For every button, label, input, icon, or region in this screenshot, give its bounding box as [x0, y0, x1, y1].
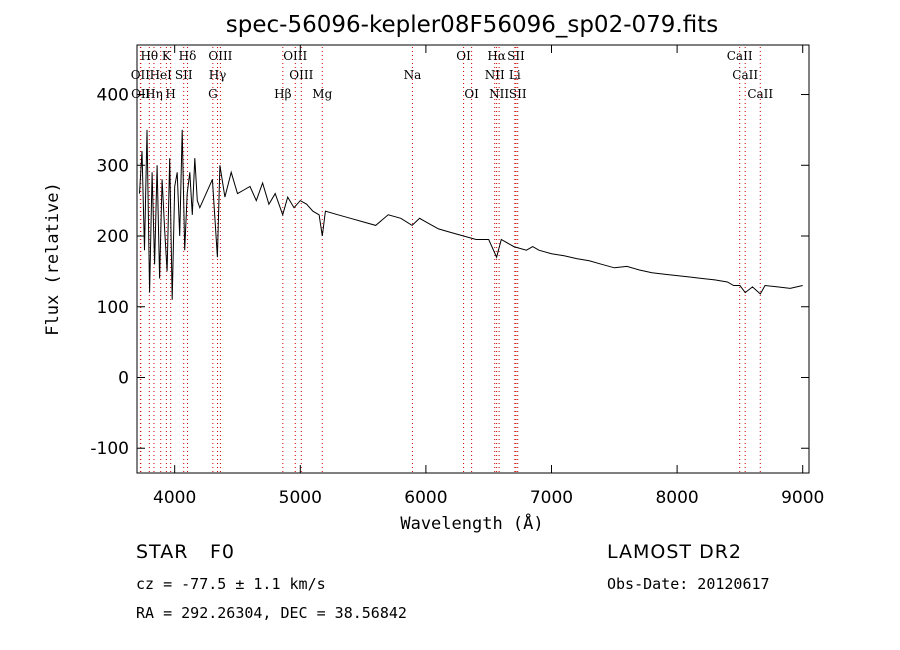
line-marker-label: Li — [509, 68, 521, 82]
line-marker-label: SII — [509, 87, 527, 101]
line-marker-label: OI — [464, 87, 479, 101]
spectrum-chart: spec-56096-kepler08F56096_sp02-079.fits … — [43, 12, 824, 534]
line-marker-label: CaII — [727, 49, 753, 63]
y-tick-label: 300 — [97, 156, 129, 176]
y-axis-ticks: -100 0 100 200 300 400 — [90, 86, 809, 459]
line-marker-label: NII — [489, 87, 509, 101]
survey-name: LAMOST DR2 — [607, 541, 742, 563]
y-axis-label: Flux (relative) — [43, 182, 63, 336]
line-marker-label: OI — [456, 49, 471, 63]
line-marker-label: K — [162, 49, 172, 63]
x-tick-label: 7000 — [530, 488, 573, 508]
line-marker-label: SII — [175, 68, 193, 82]
line-marker-label: OII — [131, 68, 151, 82]
x-axis-label: Wavelength (Å) — [400, 512, 543, 534]
line-marker-label: H — [165, 87, 175, 101]
line-marker-label: OIII — [289, 68, 313, 82]
line-marker-label: Hθ — [140, 49, 158, 63]
line-marker-label: Mg — [312, 87, 332, 101]
spectrum-line — [139, 129, 803, 300]
y-tick-label: -100 — [90, 439, 129, 459]
object-subclass: F0 — [210, 541, 236, 563]
plot-frame — [136, 44, 810, 474]
y-tick-label: 100 — [97, 298, 129, 318]
redshift-readout: cz = -77.5 ± 1.1 km/s — [136, 575, 326, 593]
line-marker-label: G — [208, 87, 218, 101]
line-marker-label: NII — [485, 68, 505, 82]
line-marker-label: OII — [131, 87, 151, 101]
line-marker-label: Hγ — [209, 68, 227, 82]
line-marker-label: OIII — [208, 49, 232, 63]
line-marker-label: HeI — [150, 68, 173, 82]
x-tick-label: 6000 — [404, 488, 447, 508]
line-marker-label: Hβ — [274, 87, 291, 101]
x-tick-label: 9000 — [781, 488, 824, 508]
x-tick-label: 5000 — [279, 488, 322, 508]
line-marker-label: OIII — [283, 49, 307, 63]
line-markers — [139, 47, 761, 472]
y-tick-label: 400 — [97, 86, 129, 106]
chart-title: spec-56096-kepler08F56096_sp02-079.fits — [226, 12, 718, 38]
line-marker-label: Hα — [487, 49, 506, 63]
x-tick-label: 8000 — [655, 488, 698, 508]
x-tick-label: 4000 — [153, 488, 196, 508]
line-marker-label: SII — [507, 49, 525, 63]
y-tick-label: 0 — [118, 368, 129, 388]
line-marker-label: Na — [404, 68, 422, 82]
y-tick-label: 200 — [97, 227, 129, 247]
observation-date: Obs-Date: 20120617 — [607, 575, 770, 593]
line-marker-label: CaII — [732, 68, 758, 82]
coordinates-readout: RA = 292.26304, DEC = 38.56842 — [136, 604, 407, 622]
line-marker-label: Hδ — [179, 49, 197, 63]
line-marker-label: CaII — [747, 87, 773, 101]
object-class: STAR — [136, 541, 189, 563]
x-axis-ticks: 4000 5000 6000 7000 8000 9000 — [153, 45, 824, 508]
line-marker-label: Hη — [145, 87, 163, 101]
